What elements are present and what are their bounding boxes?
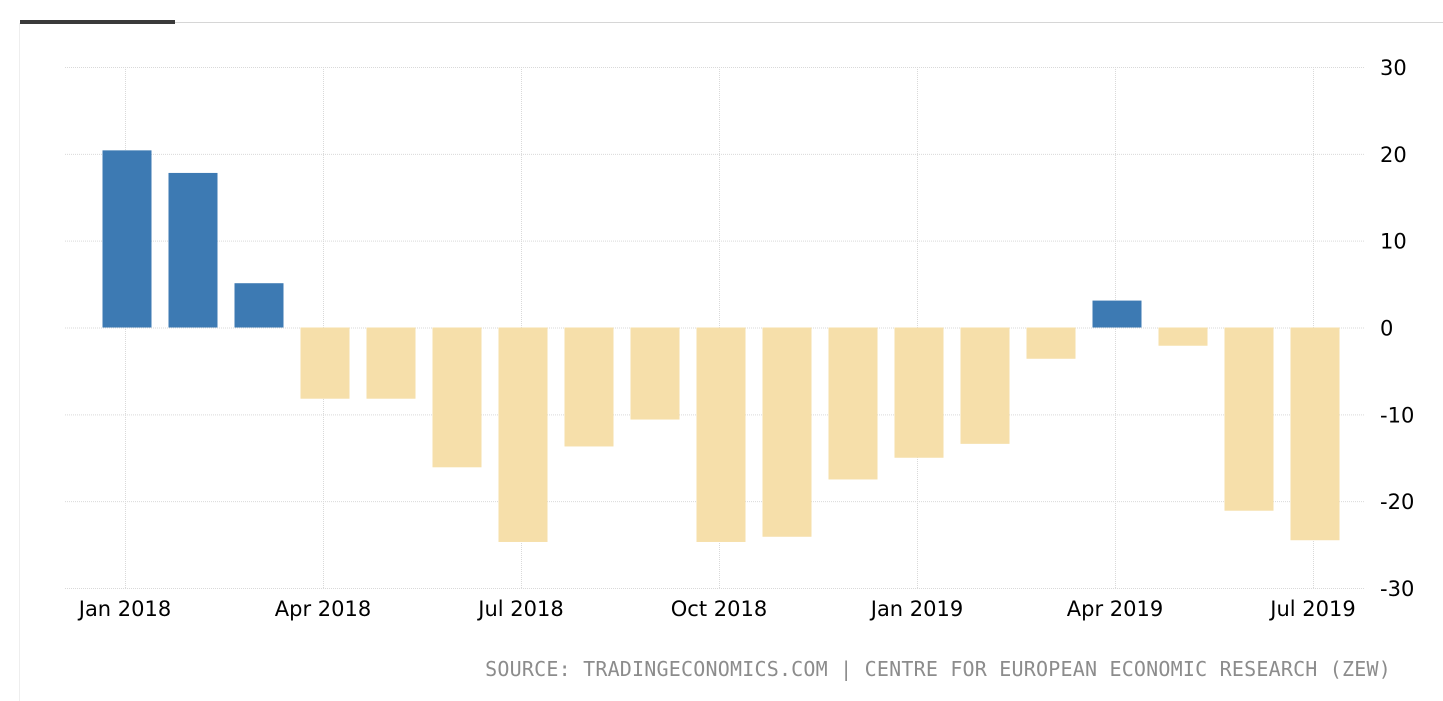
bar-jul-2018[interactable]	[498, 327, 548, 542]
bar-jul-2019[interactable]	[1290, 327, 1340, 541]
bar-mar-2018[interactable]	[234, 283, 284, 328]
y-tick-label: -10	[1380, 403, 1414, 427]
top-divider	[20, 22, 1443, 23]
y-tick-label: -30	[1380, 577, 1414, 601]
bar-series	[102, 150, 1340, 542]
x-tick-label: Jul 2019	[1268, 597, 1355, 621]
x-axis-labels: Jan 2018 Apr 2018 Jul 2018 Oct 2018 Jan 2019…	[77, 597, 1356, 621]
bar-aug-2018[interactable]	[564, 327, 614, 447]
active-tab-indicator[interactable]	[20, 20, 175, 24]
x-tick-label: Apr 2018	[275, 597, 371, 621]
source-attribution[interactable]: SOURCE: TRADINGECONOMICS.COM | CENTRE FO…	[485, 657, 1391, 681]
bar-sep-2018[interactable]	[630, 327, 680, 420]
bar-jun-2019[interactable]	[1224, 327, 1274, 511]
bar-oct-2018[interactable]	[696, 327, 746, 542]
bar-jan-2019[interactable]	[894, 327, 944, 458]
bar-jan-2018[interactable]	[102, 150, 152, 328]
bar-chart: 30 20 10 0 -10 -20 -30 Jan 2018 Apr 2018 Jul 201…	[65, 56, 1414, 621]
bar-apr-2018[interactable]	[300, 327, 350, 399]
bar-mar-2019[interactable]	[1026, 327, 1076, 359]
x-tick-label: Oct 2018	[671, 597, 767, 621]
y-tick-label: 0	[1380, 317, 1393, 341]
x-tick-label: Apr 2019	[1067, 597, 1163, 621]
bar-apr-2019[interactable]	[1092, 300, 1142, 328]
bar-may-2018[interactable]	[366, 327, 416, 399]
bar-jun-2018[interactable]	[432, 327, 482, 468]
y-tick-label: 10	[1380, 230, 1407, 254]
x-tick-label: Jan 2018	[77, 597, 172, 621]
bar-may-2019[interactable]	[1158, 327, 1208, 346]
bar-nov-2018[interactable]	[762, 327, 812, 537]
y-axis-labels: 30 20 10 0 -10 -20 -30	[1380, 56, 1414, 601]
bar-dec-2018[interactable]	[828, 327, 878, 480]
bar-feb-2019[interactable]	[960, 327, 1010, 444]
y-tick-label: 20	[1380, 143, 1407, 167]
x-tick-label: Jul 2018	[476, 597, 563, 621]
left-border	[19, 23, 20, 701]
y-tick-label: -20	[1380, 490, 1414, 514]
y-tick-label: 30	[1380, 56, 1407, 80]
x-tick-label: Jan 2019	[869, 597, 964, 621]
bar-feb-2018[interactable]	[168, 172, 218, 328]
